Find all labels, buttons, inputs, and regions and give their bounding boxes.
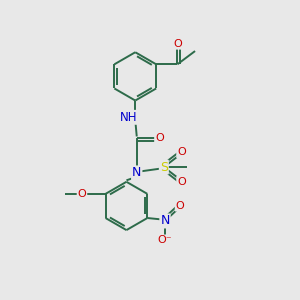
Text: NH: NH bbox=[120, 111, 138, 124]
Text: S: S bbox=[160, 160, 168, 174]
Text: O⁻: O⁻ bbox=[158, 236, 172, 245]
Text: N: N bbox=[160, 214, 170, 227]
Text: O: O bbox=[155, 133, 164, 143]
Text: O: O bbox=[177, 147, 186, 158]
Text: N: N bbox=[132, 167, 141, 179]
Text: O: O bbox=[78, 189, 86, 199]
Text: O: O bbox=[177, 177, 186, 187]
Text: O: O bbox=[173, 39, 182, 49]
Text: O: O bbox=[176, 201, 184, 211]
